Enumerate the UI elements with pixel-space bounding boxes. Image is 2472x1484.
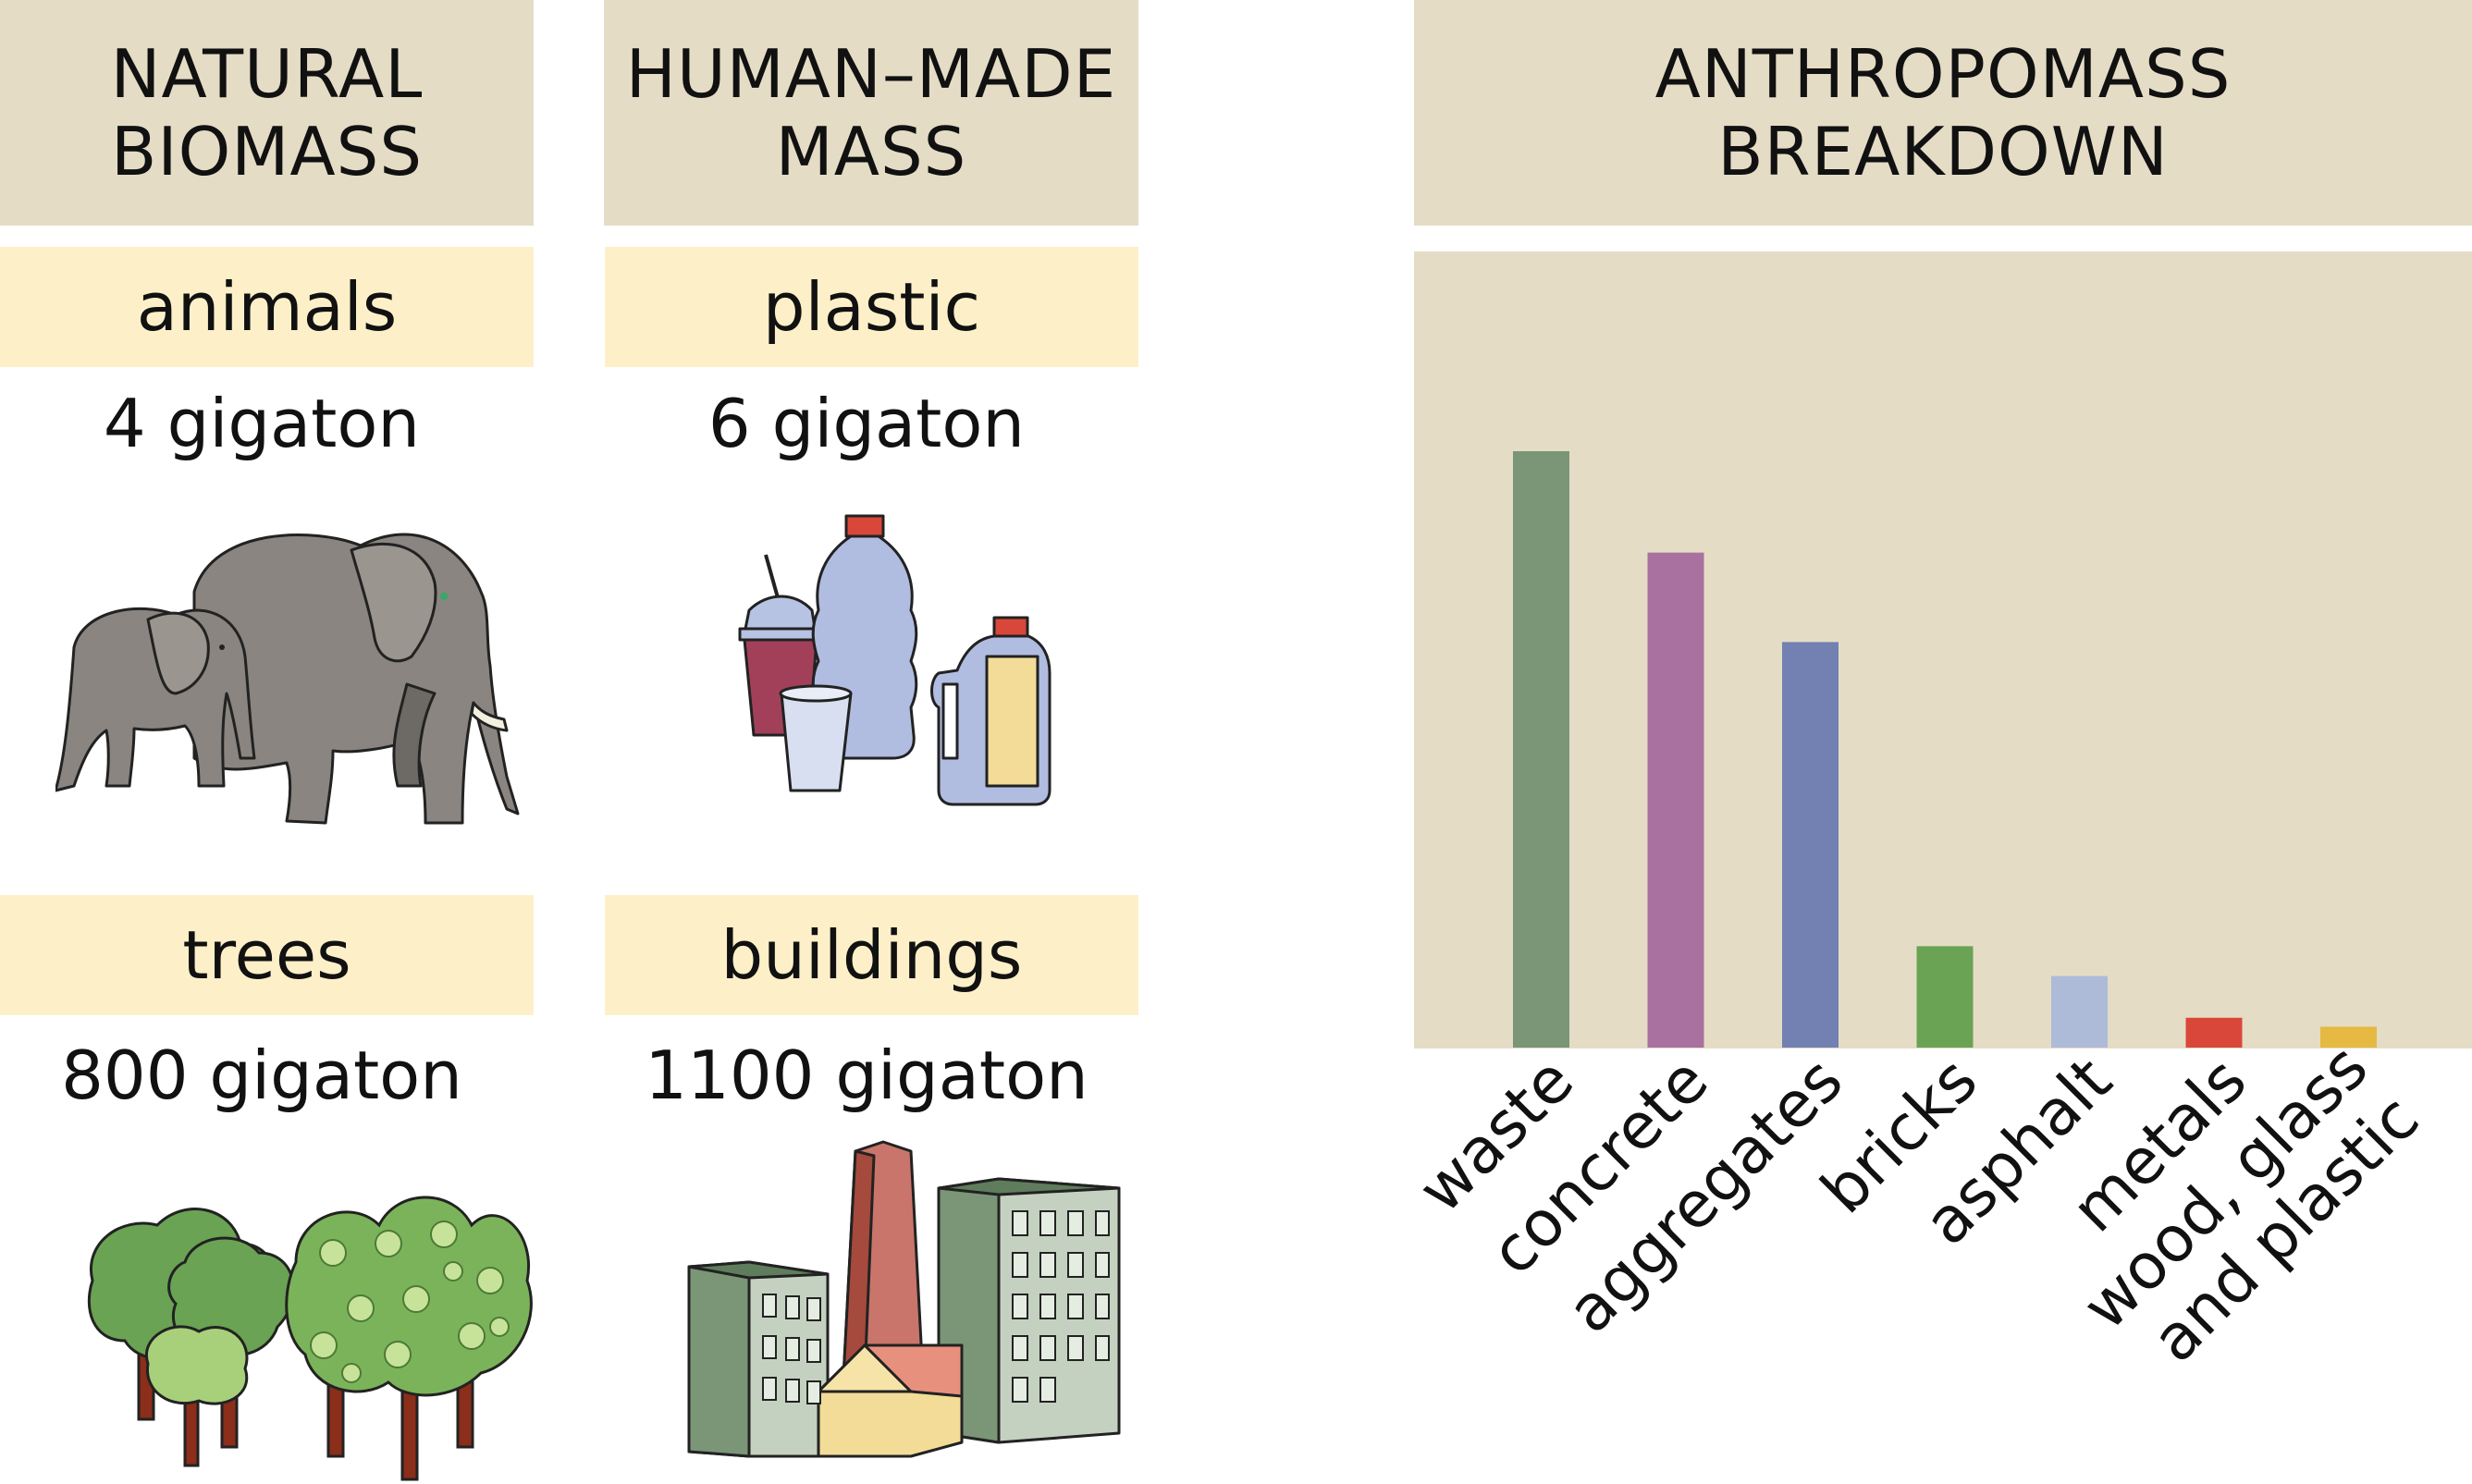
trees-value: 800 gigaton (61, 1036, 462, 1114)
bar-asphalt (2051, 975, 2108, 1048)
buildings-icon (687, 1140, 1121, 1458)
bar-aggregates (1782, 642, 1839, 1048)
human-made-mass-header: HUMAN–MADE MASS (604, 0, 1138, 226)
plastic-value: 6 gigaton (707, 384, 1026, 462)
human-made-title-line2: MASS (775, 113, 967, 190)
natural-biomass-title-line1: NATURAL (110, 35, 424, 113)
bar-metals (2185, 1017, 2243, 1048)
buildings-value: 1100 gigaton (645, 1036, 1088, 1114)
anthropomass-header: ANTHROPOMASS BREAKDOWN (1414, 0, 2472, 226)
trees-icon (87, 1196, 533, 1481)
bar-wood-glass (2320, 1026, 2377, 1048)
plastic-bottles-icon (738, 514, 1052, 806)
bar-waste (1513, 451, 1569, 1048)
chart-plot-area (1414, 251, 2472, 1049)
human-made-title-line1: HUMAN–MADE (625, 35, 1117, 113)
animals-label: animals (0, 247, 534, 367)
anthropomass-title-line1: ANTHROPOMASS (1654, 35, 2232, 113)
trees-label: trees (0, 895, 534, 1015)
anthropomass-title-line2: BREAKDOWN (1717, 113, 2169, 190)
natural-biomass-header: NATURAL BIOMASS (0, 0, 534, 226)
animals-value: 4 gigaton (103, 384, 421, 462)
buildings-label: buildings (605, 895, 1138, 1015)
elephants-icon (55, 533, 520, 825)
plastic-label: plastic (605, 247, 1138, 367)
natural-biomass-title-line2: BIOMASS (110, 113, 424, 190)
bar-concrete (1647, 552, 1704, 1048)
bar-bricks (1916, 946, 1974, 1048)
